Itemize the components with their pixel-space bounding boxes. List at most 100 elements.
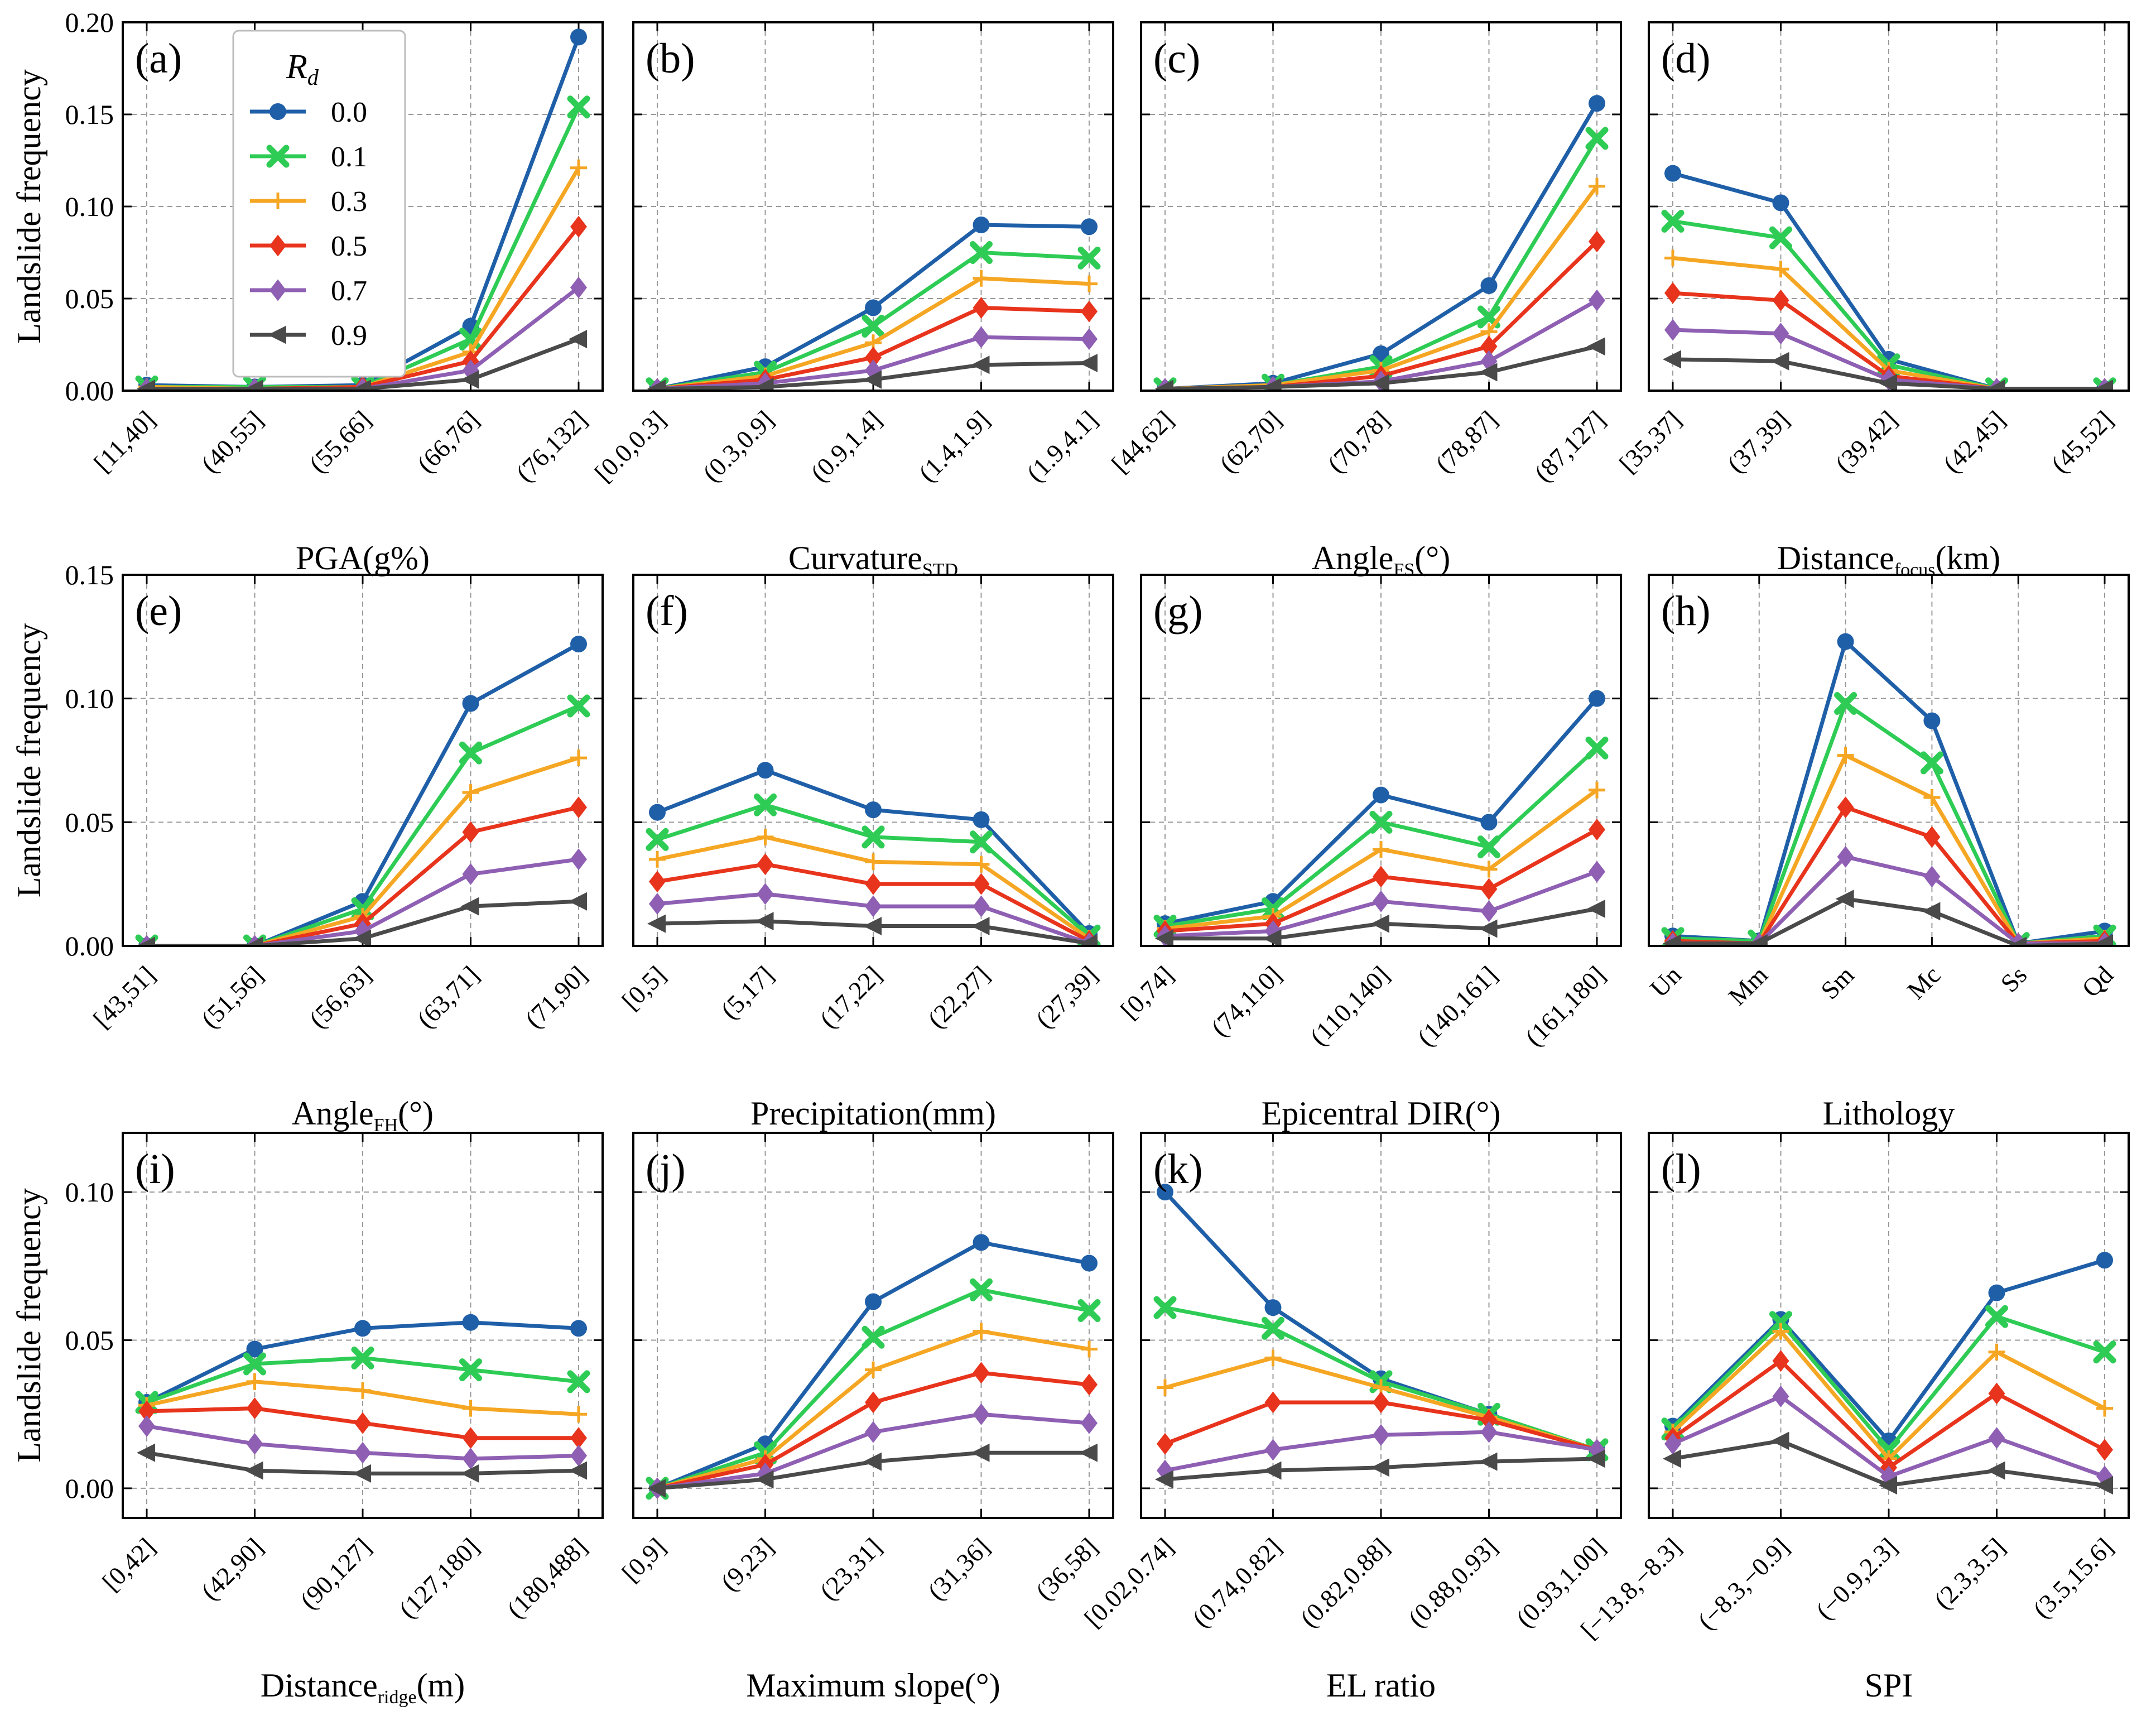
data-point-0.0 <box>354 1320 371 1337</box>
data-point-0.9 <box>1155 1470 1173 1489</box>
data-point-0.0 <box>1081 218 1098 235</box>
data-point-0.9 <box>2095 934 2113 946</box>
data-point-0.9 <box>460 897 479 916</box>
data-point-0.5 <box>973 873 990 895</box>
panel-label: (c) <box>1153 35 1200 82</box>
data-point-0.0 <box>865 1293 882 1310</box>
legend-marker-0.9 <box>268 325 286 344</box>
legend-label: 0.0 <box>331 97 367 128</box>
data-point-0.7 <box>1589 289 1605 311</box>
data-point-0.3 <box>757 828 774 845</box>
data-point-0.0 <box>1264 1299 1282 1316</box>
data-point-0.5 <box>865 347 882 369</box>
data-point-0.1 <box>1920 751 1943 775</box>
data-point-0.9 <box>755 377 774 391</box>
data-point-0.1 <box>1585 127 1609 150</box>
data-point-0.9 <box>647 1479 666 1498</box>
panel-label: (k) <box>1153 1146 1203 1193</box>
data-point-0.1 <box>970 241 993 264</box>
data-point-0.7 <box>973 895 990 917</box>
data-point-0.1 <box>1834 692 1857 715</box>
data-point-0.9 <box>1986 379 2005 391</box>
x-axis-label-main: Curvature <box>788 540 922 576</box>
plot-area <box>1153 690 1609 946</box>
data-point-0.9 <box>1749 934 1768 946</box>
plot-area <box>1153 1184 1609 1489</box>
data-point-0.7 <box>1264 1439 1282 1461</box>
x-axis-label-unit: (km) <box>1935 540 2000 576</box>
data-point-0.9 <box>569 1461 587 1480</box>
data-point-0.5 <box>1837 796 1854 819</box>
data-point-0.9 <box>1663 1449 1681 1468</box>
data-point-0.1 <box>862 825 885 849</box>
x-axis-label: Precipitation(mm) <box>750 1095 996 1132</box>
data-point-0.9 <box>353 1464 371 1483</box>
data-point-0.5 <box>1081 300 1098 323</box>
x-axis-label: Distancefocus(km) <box>1777 540 2000 580</box>
data-point-0.1-stroke-b <box>970 830 993 854</box>
data-point-0.0 <box>1081 1255 1098 1272</box>
x-axis-label: AngleFS(°) <box>1312 540 1450 580</box>
data-point-0.0 <box>649 804 666 821</box>
data-point-0.3 <box>1589 177 1605 195</box>
legend-marker-0.1-stroke-b <box>266 145 290 168</box>
data-point-0.1-stroke-b <box>1077 1299 1101 1322</box>
data-point-0.0 <box>865 299 882 316</box>
data-point-0.1 <box>754 793 777 816</box>
x-axis-label: EL ratio <box>1326 1667 1436 1704</box>
data-point-0.1-stroke-b <box>243 1352 266 1376</box>
data-point-0.1-stroke-b <box>1077 246 1101 270</box>
panel-label: (i) <box>135 1146 175 1193</box>
data-point-0.9 <box>1263 929 1282 946</box>
data-point-0.1-stroke-b <box>970 1278 993 1301</box>
data-point-0.5 <box>1772 1350 1789 1372</box>
legend-title-subscript: d <box>307 65 319 90</box>
data-point-0.1-stroke-b <box>1769 1311 1792 1334</box>
data-point-0.9 <box>1770 1431 1789 1450</box>
plot-area <box>1661 633 2116 946</box>
legend-title-main: R <box>286 48 307 86</box>
x-axis-label: SPI <box>1865 1667 1913 1704</box>
data-point-0.5 <box>462 821 479 843</box>
data-point-0.1-stroke-b <box>567 1370 590 1393</box>
data-point-0.1-stroke-b <box>754 793 777 816</box>
data-point-0.0 <box>973 1234 990 1251</box>
y-axis-label: Landslide frequency <box>11 623 47 897</box>
data-point-0.1 <box>1077 246 1101 270</box>
data-point-0.3 <box>462 784 479 801</box>
data-point-0.1-stroke-b <box>862 315 885 338</box>
panel-label: (d) <box>1661 35 1711 82</box>
data-point-0.1-stroke-a <box>243 934 259 946</box>
data-point-0.9 <box>1079 354 1098 372</box>
x-axis-label: PGA(g%) <box>296 540 430 576</box>
y-tick-label: 0.05 <box>65 283 114 314</box>
panel-label: (e) <box>135 588 182 635</box>
data-point-0.5 <box>865 873 882 895</box>
data-point-0.9 <box>244 379 263 391</box>
data-point-0.1-stroke-b <box>1478 305 1500 329</box>
x-axis-label: AngleFH(°) <box>292 1095 434 1136</box>
x-axis-label-unit: (°) <box>398 1095 434 1132</box>
data-point-0.1-stroke-b <box>646 828 669 851</box>
data-point-0.1 <box>1769 1311 1792 1334</box>
data-point-0.5 <box>570 796 587 819</box>
data-point-0.1-stroke-b <box>351 1346 374 1369</box>
data-point-0.1-stroke-b <box>1262 1316 1284 1340</box>
data-point-0.1-stroke-b <box>862 825 885 849</box>
data-point-0.7 <box>1081 1412 1098 1434</box>
axes-frame <box>1140 1132 1622 1519</box>
data-point-0.7 <box>1923 866 1941 888</box>
axes-frame <box>1648 1132 2130 1519</box>
axes-frame <box>1648 21 2130 392</box>
plot-area <box>1661 165 2116 391</box>
x-axis-label-main: PGA(g%) <box>296 540 430 576</box>
data-point-0.7 <box>757 883 774 905</box>
panel-label: (j) <box>646 1146 686 1193</box>
data-point-0.5 <box>757 853 774 876</box>
data-point-0.9 <box>755 1470 774 1489</box>
data-point-0.9 <box>460 370 479 389</box>
data-point-0.7 <box>1373 1424 1389 1446</box>
data-point-0.3 <box>1081 275 1098 292</box>
data-point-0.9 <box>863 917 882 936</box>
plot-area <box>135 636 590 946</box>
